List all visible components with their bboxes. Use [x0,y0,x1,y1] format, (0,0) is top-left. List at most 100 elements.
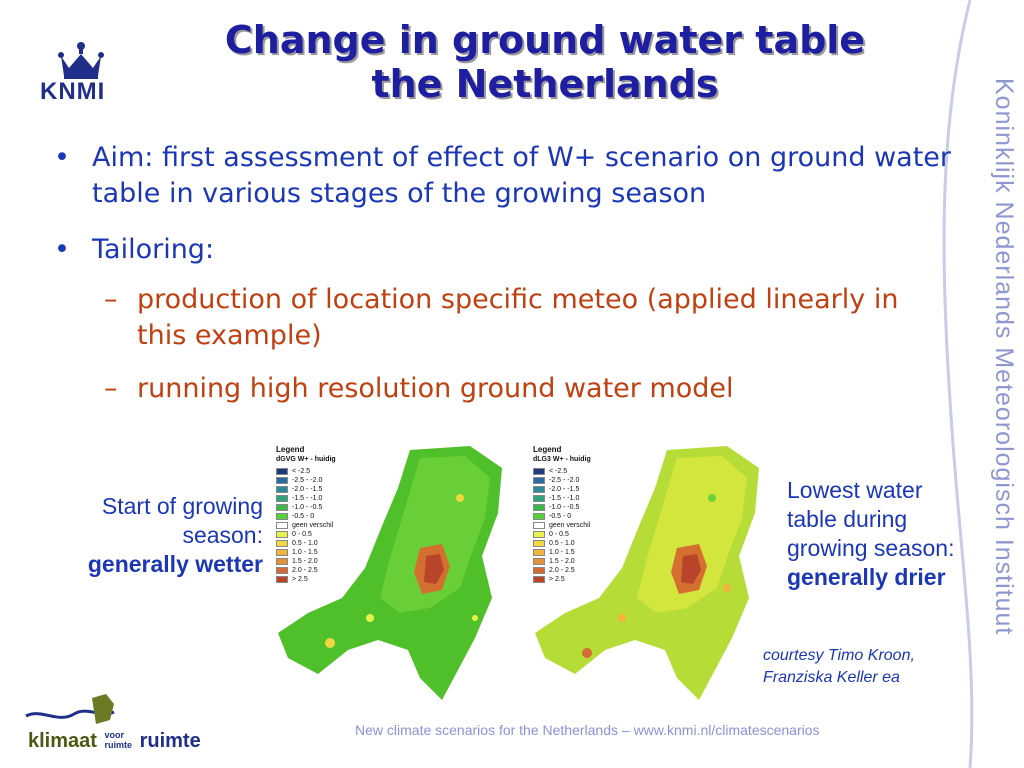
legend-label: 0.5 - 1.0 [292,539,318,547]
netherlands-map-image [535,446,759,700]
caption-right-line-3: growing season: [787,535,955,561]
caption-right-line-2: table during [787,506,908,532]
bullet-tailoring-text: Tailoring: [92,234,215,265]
legend-label: -2.5 - -2.0 [549,476,580,484]
caption-lowest-water-table: Lowest water table during growing season… [787,476,1017,592]
footer-text: New climate scenarios for the Netherland… [355,722,820,738]
legend-label: > 2.5 [549,575,565,583]
legend-label: < -2.5 [292,467,311,475]
legend-entry: 1.5 - 2.0 [276,557,366,566]
netherlands-map-image [278,446,502,700]
legend-label: 2.0 - 2.5 [292,566,318,574]
legend-entry: < -2.5 [533,467,623,476]
legend-entry: geen verschil [276,521,366,530]
legend-entry: 0.5 - 1.0 [533,539,623,548]
legend-swatch [533,531,545,538]
legend-swatch [276,468,288,475]
knmi-crown-logo [58,42,104,79]
legend-entry: 0 - 0.5 [533,530,623,539]
legend-label: geen verschil [292,521,334,529]
legend-swatch [276,576,288,583]
sub-bullet-meteo: – production of location specific meteo … [104,282,944,354]
legend-swatch [533,558,545,565]
legend-label: 0 - 0.5 [549,530,569,538]
legend-label: 1.5 - 2.0 [549,557,575,565]
map-legend: Legend dLG3 W+ - huidig < -2.5 -2.5 - -2.… [533,446,623,584]
legend-label: -1.5 - -1.0 [292,494,323,502]
legend-label: -0.5 - 0 [549,512,572,520]
legend-label: 2.0 - 2.5 [549,566,575,574]
legend-swatch [276,567,288,574]
dash-marker: – [104,284,118,315]
klimaat-logo-text: klimaat voor ruimte ruimte [28,730,201,753]
map-legend: Legend dGVG W+ - huidig < -2.5 -2.5 - -2.… [276,446,366,584]
legend-swatch [533,513,545,520]
logo-word-ruimte: ruimte [139,730,201,752]
legend-swatch [533,549,545,556]
legend-swatch [276,513,288,520]
legend-entry: < -2.5 [276,467,366,476]
bullet-marker: • [54,142,70,173]
legend-swatch [533,504,545,511]
legend-label: geen verschil [549,521,591,529]
legend-swatch [533,576,545,583]
caption-right-line-1: Lowest water [787,477,923,503]
sidebar-institute-name: Koninklijk Nederlands Meteorologisch Ins… [990,78,1018,636]
legend-swatch [533,468,545,475]
caption-left-line-2: season: [182,522,263,548]
logo-word-voor: voor ruimte [104,730,133,750]
legend-entry: -1.5 - -1.0 [276,494,366,503]
legend-entry: -1.0 - -0.5 [276,503,366,512]
legend-swatch [533,522,545,529]
legend-label: -2.0 - -1.5 [549,485,580,493]
legend-entry: 2.0 - 2.5 [533,566,623,575]
legend-entry: -2.0 - -1.5 [533,485,623,494]
dash-marker: – [104,373,118,404]
legend-entry: -2.5 - -2.0 [276,476,366,485]
caption-left-line-1: Start of growing [101,493,263,519]
legend-entry: > 2.5 [276,575,366,584]
bullet-tailoring: • Tailoring: [54,232,654,268]
legend-swatch [276,486,288,493]
legend-label: -2.5 - -2.0 [292,476,323,484]
bullet-marker: • [54,234,70,265]
title-line-2: the Netherlands [371,62,719,106]
bullet-aim: • Aim: first assessment of effect of W+ … [54,140,954,212]
bullet-aim-text: Aim: first assessment of effect of W+ sc… [92,142,952,209]
legend-entry: 2.0 - 2.5 [276,566,366,575]
legend-entry: > 2.5 [533,575,623,584]
legend-swatch [533,540,545,547]
legend-label: > 2.5 [292,575,308,583]
legend-swatch [276,558,288,565]
legend-swatch [276,477,288,484]
legend-label: 0 - 0.5 [292,530,312,538]
sub-bullet-meteo-text: production of location specific meteo (a… [137,284,899,351]
credit-line-1: courtesy Timo Kroon, [763,647,915,664]
sub-bullet-model-text: running high resolution ground water mod… [137,373,734,404]
caption-left-emphasis: generally wetter [87,551,263,577]
legend-swatch [533,477,545,484]
legend-label: 1.0 - 1.5 [549,548,575,556]
legend-swatch [533,486,545,493]
legend-subtitle: dLG3 W+ - huidig [533,456,591,463]
legend-label: -2.0 - -1.5 [292,485,323,493]
legend-label: < -2.5 [549,467,568,475]
legend-swatch [276,549,288,556]
legend-entry: geen verschil [533,521,623,530]
sidebar-decoration [942,0,974,768]
legend-entry: 0.5 - 1.0 [276,539,366,548]
legend-entry: -2.0 - -1.5 [276,485,366,494]
legend-entry: 1.0 - 1.5 [533,548,623,557]
sub-bullet-model: – running high resolution ground water m… [104,371,944,407]
legend-entry: -1.0 - -0.5 [533,503,623,512]
legend-swatch [533,495,545,502]
image-credit: courtesy Timo Kroon, Franziska Keller ea [763,645,983,689]
legend-label: 1.0 - 1.5 [292,548,318,556]
slide-title: Change in ground water table the Netherl… [150,18,940,106]
legend-entry: 1.0 - 1.5 [276,548,366,557]
credit-line-2: Franziska Keller ea [763,669,900,686]
logo-word-klimaat: klimaat [28,730,97,752]
legend-label: 1.5 - 2.0 [292,557,318,565]
legend-title: Legend [276,445,305,454]
caption-start-growing-season: Start of growing season: generally wette… [20,492,263,579]
